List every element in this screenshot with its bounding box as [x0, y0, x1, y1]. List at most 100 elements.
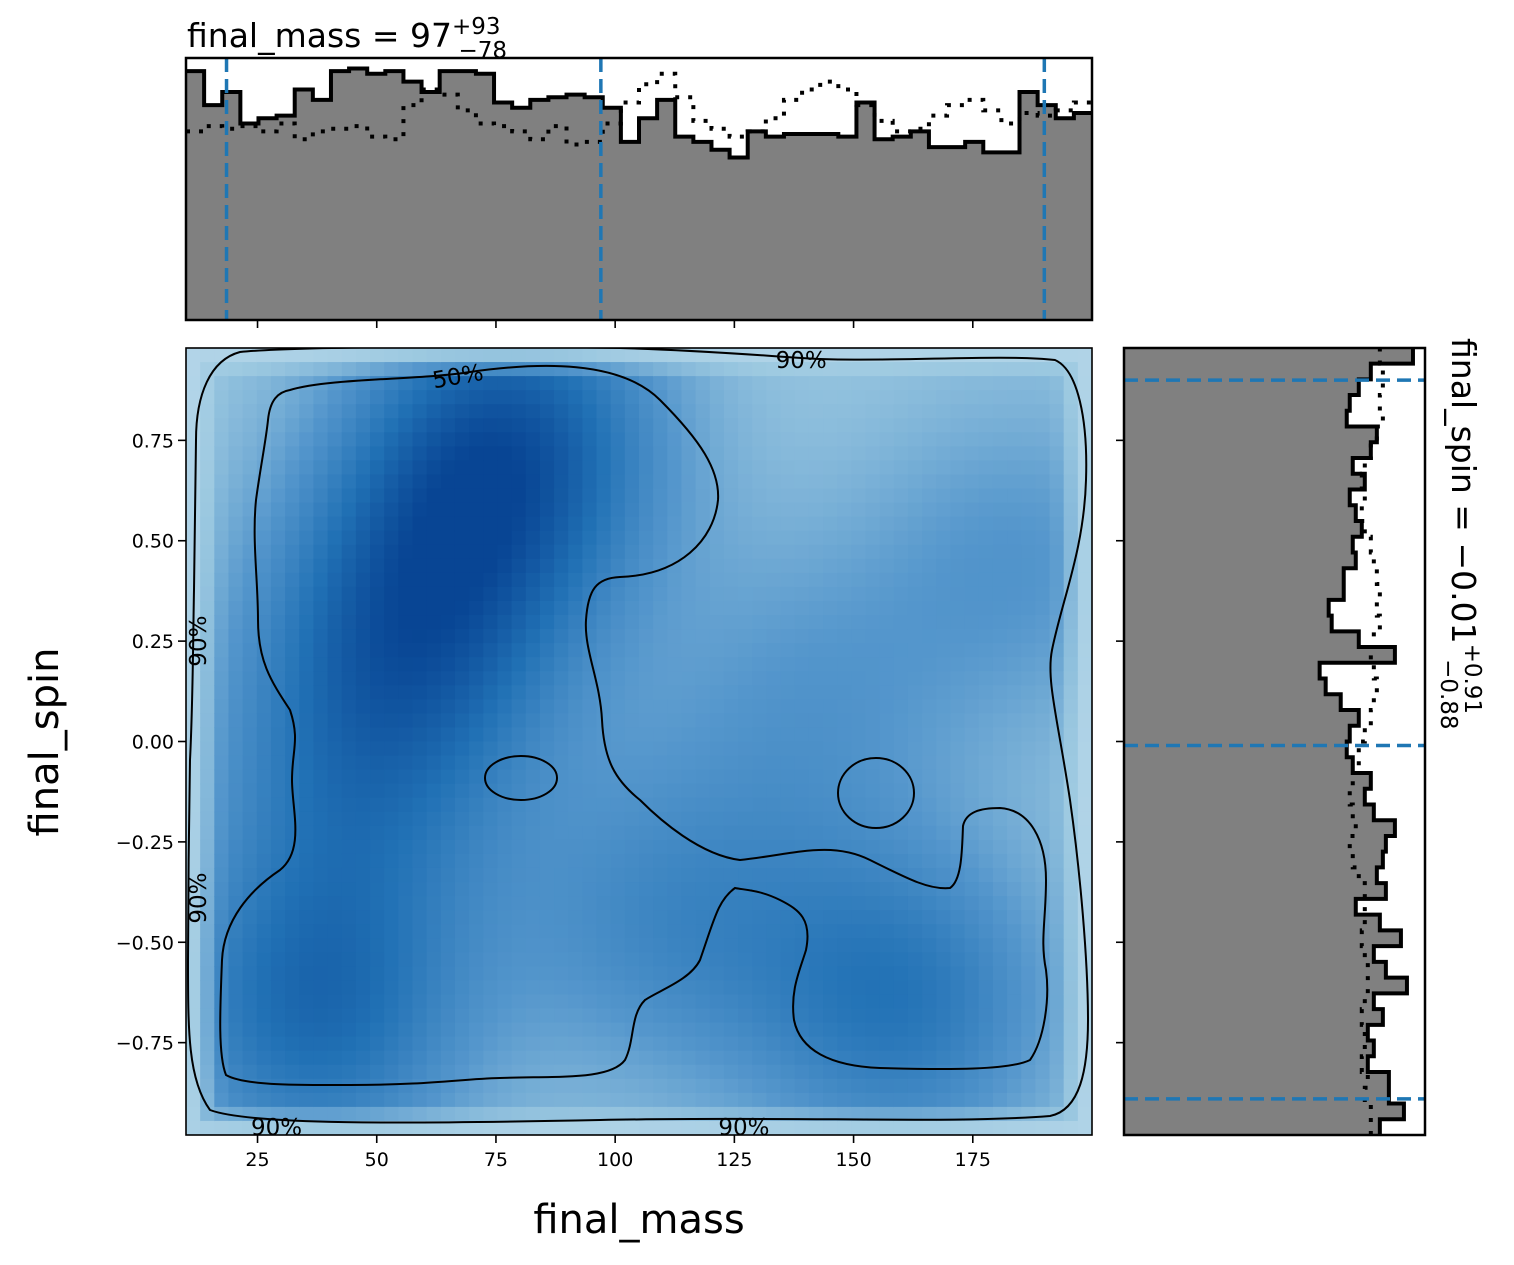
heatmap-cell — [936, 474, 952, 490]
heatmap-cell — [936, 544, 952, 560]
heatmap-cell — [1077, 1036, 1092, 1052]
heatmap-cell — [370, 1036, 385, 1052]
heatmap-cell — [936, 896, 952, 911]
heatmap-cell — [440, 516, 456, 532]
heatmap-cell — [624, 460, 640, 476]
heatmap-cell — [978, 474, 994, 490]
heatmap-cell — [384, 811, 399, 827]
heatmap-cell — [497, 362, 513, 377]
heatmap-cell — [1049, 1120, 1065, 1135]
heatmap-cell — [200, 558, 215, 574]
heatmap-cell — [837, 558, 852, 574]
heatmap-cell — [752, 516, 768, 532]
heatmap-cell — [200, 910, 215, 925]
heatmap-cell — [723, 839, 739, 855]
heatmap-cell — [992, 376, 1008, 391]
heatmap-cell — [723, 460, 739, 476]
heatmap-cell — [497, 586, 513, 602]
heatmap-cell — [469, 390, 484, 405]
heatmap-cell — [596, 994, 612, 1010]
heatmap-cell — [922, 1008, 937, 1024]
heatmap-cell — [454, 1064, 470, 1080]
heatmap-cell — [511, 882, 527, 897]
heatmap-cell — [327, 1022, 343, 1038]
heatmap-cell — [667, 1078, 683, 1094]
heatmap-cell — [709, 362, 725, 377]
heatmap-cell — [865, 1022, 881, 1038]
heatmap-cell — [851, 882, 867, 897]
heatmap-cell — [256, 699, 272, 714]
heatmap-cell — [624, 727, 640, 743]
heatmap-cell — [667, 755, 683, 771]
heatmap-cell — [992, 685, 1008, 700]
heatmap-cell — [539, 629, 555, 644]
heatmap-cell — [355, 432, 371, 447]
heatmap-cell — [270, 853, 286, 869]
heatmap-cell — [752, 910, 768, 925]
heatmap-cell — [596, 952, 612, 967]
heatmap-cell — [907, 882, 923, 897]
heatmap-cell — [355, 1022, 371, 1038]
heatmap-cell — [525, 980, 541, 996]
heatmap-cell — [667, 825, 683, 841]
heatmap-cell — [837, 362, 852, 377]
heatmap-cell — [837, 629, 852, 644]
heatmap-cell — [936, 432, 952, 447]
heatmap-cell — [610, 980, 626, 996]
heatmap-cell — [752, 600, 768, 616]
heatmap-cell — [1007, 390, 1022, 405]
heatmap-cell — [667, 1022, 683, 1038]
heatmap-cell — [384, 404, 399, 419]
heatmap-cell — [1035, 853, 1051, 869]
heatmap-cell — [950, 600, 966, 616]
heatmap-cell — [200, 1106, 215, 1122]
heatmap-cell — [285, 657, 300, 672]
heatmap-cell — [823, 699, 838, 714]
heatmap-cell — [1007, 994, 1022, 1010]
heatmap-cell — [992, 432, 1008, 447]
heatmap-cell — [370, 755, 385, 771]
heatmap-cell — [285, 811, 300, 827]
heatmap-cell — [214, 586, 230, 602]
heatmap-cell — [851, 460, 867, 476]
heatmap-cell — [667, 390, 683, 405]
heatmap-cell — [681, 741, 697, 757]
heatmap-cell — [879, 643, 895, 658]
heatmap-cell — [681, 657, 697, 672]
heatmap-cell — [1063, 432, 1079, 447]
heatmap-cell — [1063, 952, 1079, 967]
heatmap-cell — [766, 1078, 782, 1094]
heatmap-cell — [865, 474, 881, 490]
heatmap-cell — [681, 404, 697, 419]
heatmap-cell — [1063, 713, 1079, 729]
heatmap-cell — [440, 699, 456, 714]
heatmap-cell — [1021, 657, 1036, 672]
heatmap-cell — [709, 615, 725, 630]
heatmap-cell — [525, 516, 541, 532]
heatmap-cell — [950, 362, 966, 377]
heatmap-cell — [1077, 952, 1092, 967]
heatmap-cell — [440, 1064, 456, 1080]
joint-density-panel: 50% 90%90%90%90% 90% 25 50 75 100 125 150 175 0.… — [22, 347, 1093, 1243]
heatmap-cell — [525, 755, 541, 771]
heatmap-cell — [808, 882, 824, 897]
heatmap-cell — [639, 615, 654, 630]
heatmap-cell — [341, 755, 357, 771]
heatmap-cell — [907, 980, 923, 996]
heatmap-cell — [1063, 615, 1079, 630]
heatmap-cell — [653, 488, 668, 504]
heatmap-cell — [228, 741, 244, 757]
heatmap-cell — [851, 839, 867, 855]
heatmap-cell — [242, 811, 258, 827]
heatmap-cell — [709, 1050, 725, 1066]
heatmap-cell — [299, 488, 315, 504]
heatmap-cell — [1063, 867, 1079, 883]
heatmap-cell — [554, 980, 569, 996]
heatmap-cell — [370, 1064, 385, 1080]
heatmap-cell — [1021, 572, 1036, 588]
heatmap-cell — [398, 544, 414, 560]
heatmap-cell — [511, 446, 527, 462]
heatmap-cell — [837, 376, 852, 391]
heatmap-cell — [978, 1106, 994, 1122]
heatmap-cell — [922, 348, 937, 363]
